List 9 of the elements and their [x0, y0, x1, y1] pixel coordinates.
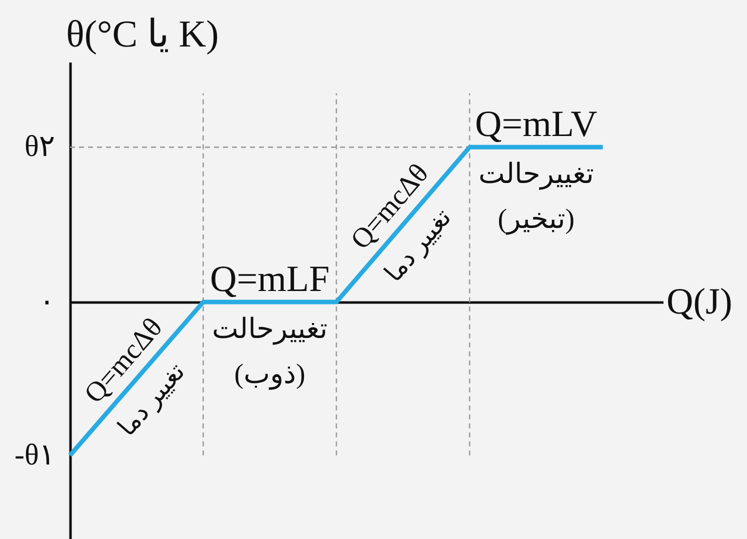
text: Q=mLV: [475, 104, 598, 146]
text: θ۲: [24, 130, 55, 164]
annotation: تغییرحالت (تبخیر): [478, 159, 594, 236]
annotation: Q=mLF: [210, 259, 330, 300]
annotation: تغییرحالت (ذوب): [212, 314, 328, 390]
x-axis-title: Q(J): [666, 282, 732, 323]
text: -θ۱: [14, 438, 55, 472]
y-axis-title: θ(°C یا K): [66, 14, 219, 56]
text: ۰: [38, 285, 55, 318]
